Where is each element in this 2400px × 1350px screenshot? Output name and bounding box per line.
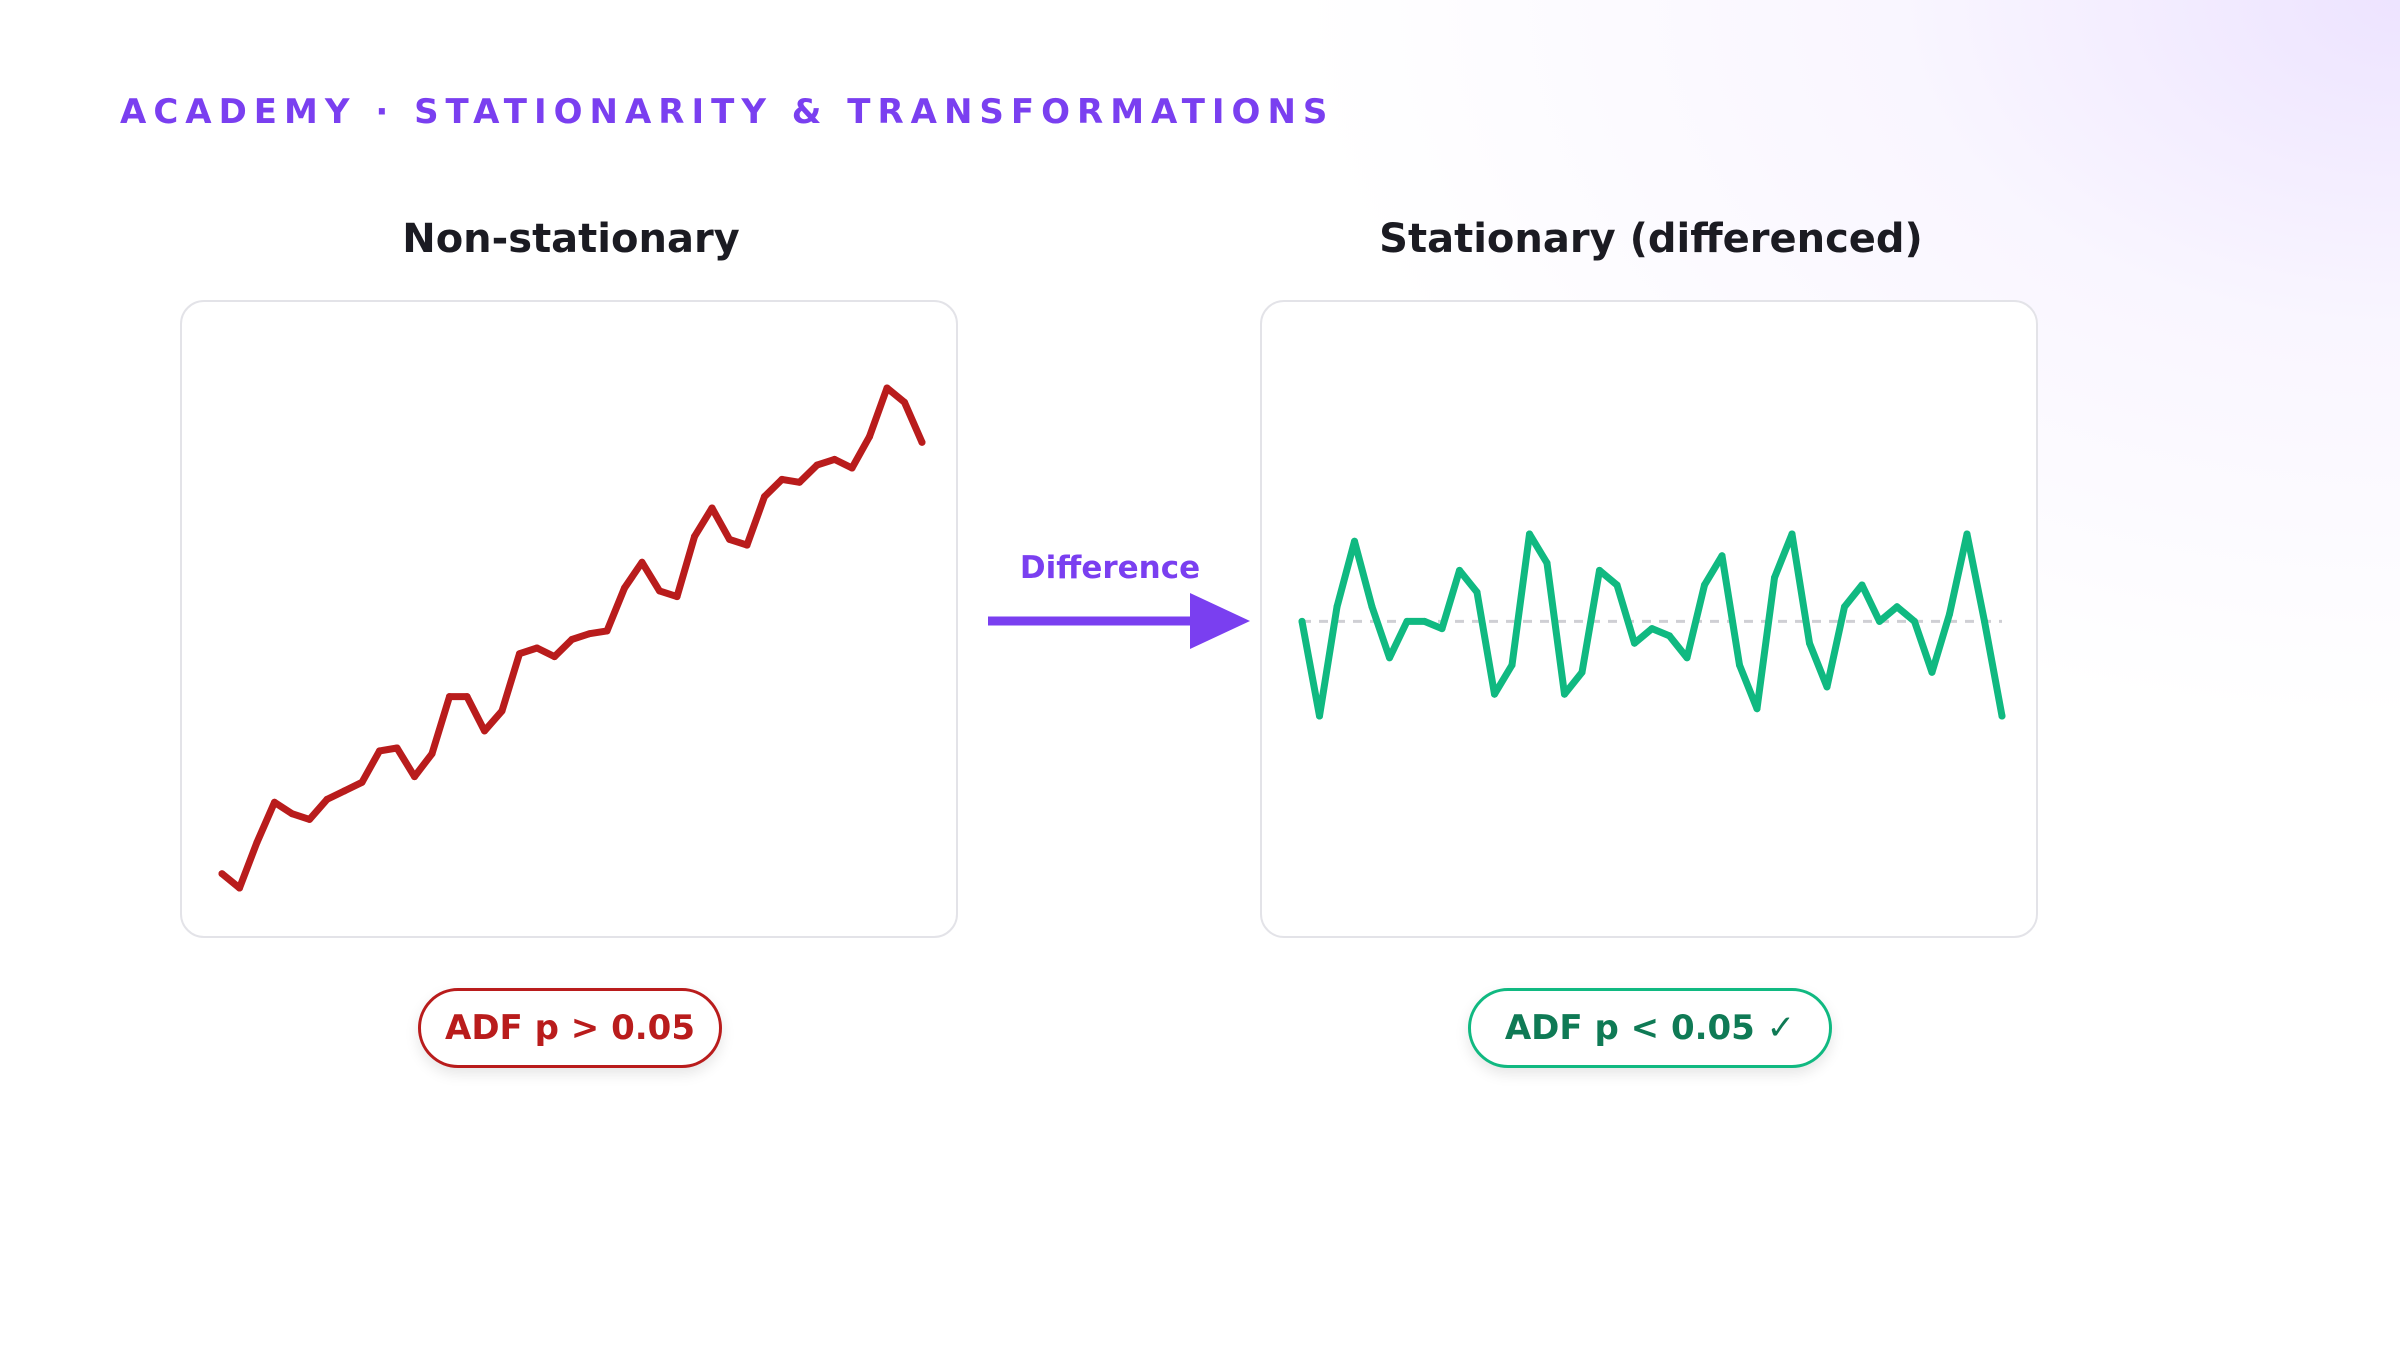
data-point [1753, 705, 1761, 713]
data-point [1648, 625, 1656, 633]
data-point [831, 455, 838, 463]
adf-stationary-badge: ADF p < 0.05 ✓ [1468, 988, 1832, 1068]
data-point [1438, 625, 1446, 633]
data-point [306, 815, 313, 823]
data-point [673, 593, 681, 601]
right-chart-title: Stationary (differenced) [1379, 216, 1923, 262]
data-point [1351, 537, 1358, 545]
data-point [393, 744, 401, 752]
difference-arrow-icon [988, 593, 1250, 649]
data-point [1981, 617, 1988, 625]
data-point [1736, 661, 1743, 669]
data-point [603, 627, 611, 635]
data-point [288, 810, 296, 818]
data-point [551, 653, 558, 661]
data-point [341, 787, 348, 795]
data-point [1421, 617, 1428, 625]
data-point [253, 838, 261, 846]
data-point [446, 693, 453, 701]
data-point [1631, 639, 1638, 647]
nonstationary-chart [218, 384, 926, 892]
data-point [1561, 690, 1568, 698]
data-point [866, 433, 873, 441]
data-point [813, 461, 821, 469]
data-point [1526, 530, 1533, 538]
data-point [1858, 581, 1866, 589]
data-point [761, 493, 768, 501]
data-point [1893, 603, 1901, 611]
data-point [1928, 668, 1936, 676]
data-point [708, 504, 716, 512]
data-point [533, 644, 541, 652]
data-point [568, 635, 576, 643]
data-point [271, 798, 278, 806]
data-point [778, 475, 786, 483]
data-point [1963, 530, 1971, 538]
data-point [1666, 632, 1673, 640]
data-point [1841, 603, 1848, 611]
data-point [1333, 603, 1341, 611]
data-point [481, 727, 488, 735]
data-point [918, 438, 926, 446]
data-point [1911, 617, 1918, 625]
data-point [1298, 617, 1306, 625]
data-point [1771, 574, 1778, 582]
data-point [1543, 559, 1551, 567]
data-point [1876, 617, 1883, 625]
data-point [901, 398, 908, 406]
data-point [218, 870, 226, 878]
data-point [411, 773, 418, 781]
data-point [1316, 712, 1323, 720]
section-eyebrow: ACADEMY · STATIONARITY & TRANSFORMATIONS [120, 92, 1335, 132]
data-point [1491, 690, 1498, 698]
data-point [1403, 617, 1411, 625]
data-point [586, 630, 593, 638]
data-point [848, 464, 856, 472]
data-point [1701, 581, 1708, 589]
data-point [691, 533, 698, 541]
data-point [1788, 530, 1796, 538]
data-point [1596, 566, 1603, 574]
data-point [726, 535, 733, 543]
nonstationary-chart-panel [180, 300, 958, 938]
data-point [516, 650, 523, 658]
data-point [638, 558, 646, 566]
difference-label: Difference [1019, 550, 1201, 586]
data-point [1613, 581, 1621, 589]
data-point [656, 587, 663, 595]
data-point [883, 384, 891, 392]
data-point [1368, 603, 1376, 611]
data-point [498, 707, 506, 715]
data-point [1998, 712, 2006, 720]
data-point [796, 478, 803, 486]
data-point [376, 747, 383, 755]
data-point [621, 584, 628, 592]
data-point [236, 884, 243, 892]
data-point [463, 693, 471, 701]
data-point [428, 750, 436, 758]
data-point [743, 541, 751, 549]
data-point [1683, 654, 1691, 662]
series-line [1298, 530, 2006, 720]
data-point [1508, 661, 1516, 669]
data-point [1946, 610, 1953, 618]
data-point [358, 778, 366, 786]
left-chart-title: Non-stationary [402, 216, 740, 262]
stationary-chart [1298, 530, 2006, 720]
data-point [323, 795, 331, 803]
data-point [1456, 566, 1463, 574]
stationary-chart-panel [1260, 300, 2038, 938]
data-point [1578, 668, 1586, 676]
data-point [1386, 654, 1393, 662]
data-point [1823, 683, 1831, 691]
data-point [1473, 588, 1481, 596]
data-point [1806, 639, 1813, 647]
arrow-head [1190, 593, 1250, 649]
adf-nonstationary-badge: ADF p > 0.05 [418, 988, 722, 1068]
data-point [1718, 552, 1726, 560]
